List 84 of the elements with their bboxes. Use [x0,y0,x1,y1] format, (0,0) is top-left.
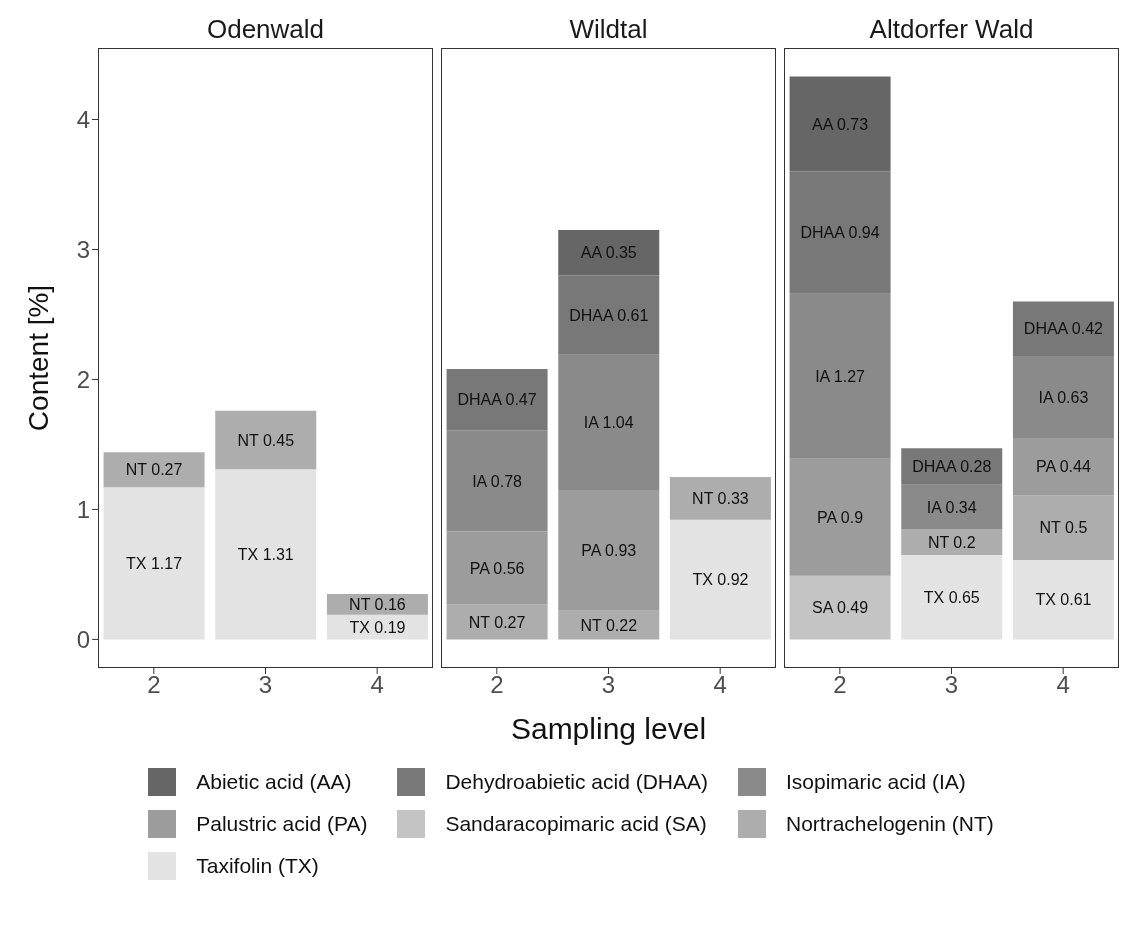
bar [669,476,771,520]
data-label: TX 0.19 [349,618,406,636]
data-label: NT 0.16 [349,595,406,613]
bar [669,519,771,640]
data-label: SA 0.49 [812,599,869,617]
data-label: PA 0.9 [817,508,864,526]
data-label: TX 0.61 [1035,591,1092,609]
data-label: NT 0.27 [125,461,183,479]
bar [789,458,891,576]
x-tick-label: 4 [370,671,384,699]
data-label: NT 0.22 [580,616,638,634]
bar [215,469,317,640]
data-label: AA 0.73 [812,115,869,133]
bar [446,531,548,605]
bar [789,76,891,172]
y-tick-label: 0 [76,625,90,653]
data-label: DHAA 0.94 [800,224,880,242]
data-label: NT 0.2 [927,533,976,551]
legend-label: Sandaracopimaric acid (SA) [445,812,707,836]
data-label: TX 1.31 [237,545,294,563]
bar [558,354,660,490]
bar [215,410,317,470]
data-label: IA 1.04 [583,414,634,432]
legend-label: Abietic acid (AA) [196,770,352,794]
bar [558,275,660,355]
data-label: TX 0.65 [923,588,980,606]
data-label: TX 0.92 [692,571,749,589]
legend-label: Palustric acid (PA) [196,812,368,836]
y-tick-label: 1 [76,495,90,523]
y-tick-label: 3 [76,235,90,263]
data-label: PA 0.56 [469,559,525,577]
x-tick-label: 3 [944,671,959,699]
bar [558,229,660,276]
bar [901,528,1003,555]
data-label: PA 0.44 [1035,458,1091,476]
chart-title: Wildtal [568,14,649,45]
bar [789,575,891,640]
x-tick-label: 3 [258,671,273,699]
data-label: IA 0.34 [926,498,977,516]
bar [1012,356,1114,438]
data-label: DHAA 0.47 [457,391,537,409]
legend-label: Dehydroabietic acid (DHAA) [445,770,709,794]
data-label: DHAA 0.61 [569,306,649,324]
bar [1012,301,1114,357]
bar [103,452,205,488]
bar [1012,495,1114,561]
bar [103,487,205,640]
bar [789,171,891,294]
x-tick-label: 2 [147,671,161,699]
y-tick-label: 2 [76,365,90,393]
x-tick-label: 4 [713,671,727,699]
y-axis-title: Content [%] [22,284,54,432]
data-label: NT 0.45 [237,431,295,449]
x-tick-label: 2 [490,671,504,699]
chart-title: Odenwald [205,14,326,45]
data-label: DHAA 0.28 [912,458,992,476]
data-label: DHAA 0.42 [1023,320,1104,338]
bar [558,489,660,611]
bar [1012,437,1114,496]
bar [446,604,548,640]
y-tick-label: 4 [76,106,90,134]
bar [901,484,1003,529]
data-label: NT 0.33 [692,490,749,508]
data-label: TX 1.17 [126,555,183,573]
x-tick-label: 3 [601,671,616,699]
bar [789,293,891,459]
legend-label: Nortrachelogenin (NT) [786,812,994,836]
bar [1012,560,1114,640]
data-label: PA 0.93 [581,542,637,560]
data-label: IA 0.78 [472,472,523,490]
data-label: NT 0.5 [1039,519,1088,537]
data-label: NT 0.27 [468,613,526,631]
x-axis-title: Sampling level [509,712,708,746]
legend-label: Taxifolin (TX) [196,854,319,878]
data-label: IA 0.63 [1038,388,1089,406]
data-label: AA 0.35 [580,244,637,262]
x-tick-label: 4 [1056,671,1070,699]
bar [901,554,1003,640]
bar [446,369,548,431]
bar [446,430,548,532]
legend-label: Isopimaric acid (IA) [786,770,966,794]
x-tick-label: 2 [833,671,847,699]
data-label: IA 1.27 [815,367,866,385]
chart-title: Altdorfer Wald [868,14,1035,45]
